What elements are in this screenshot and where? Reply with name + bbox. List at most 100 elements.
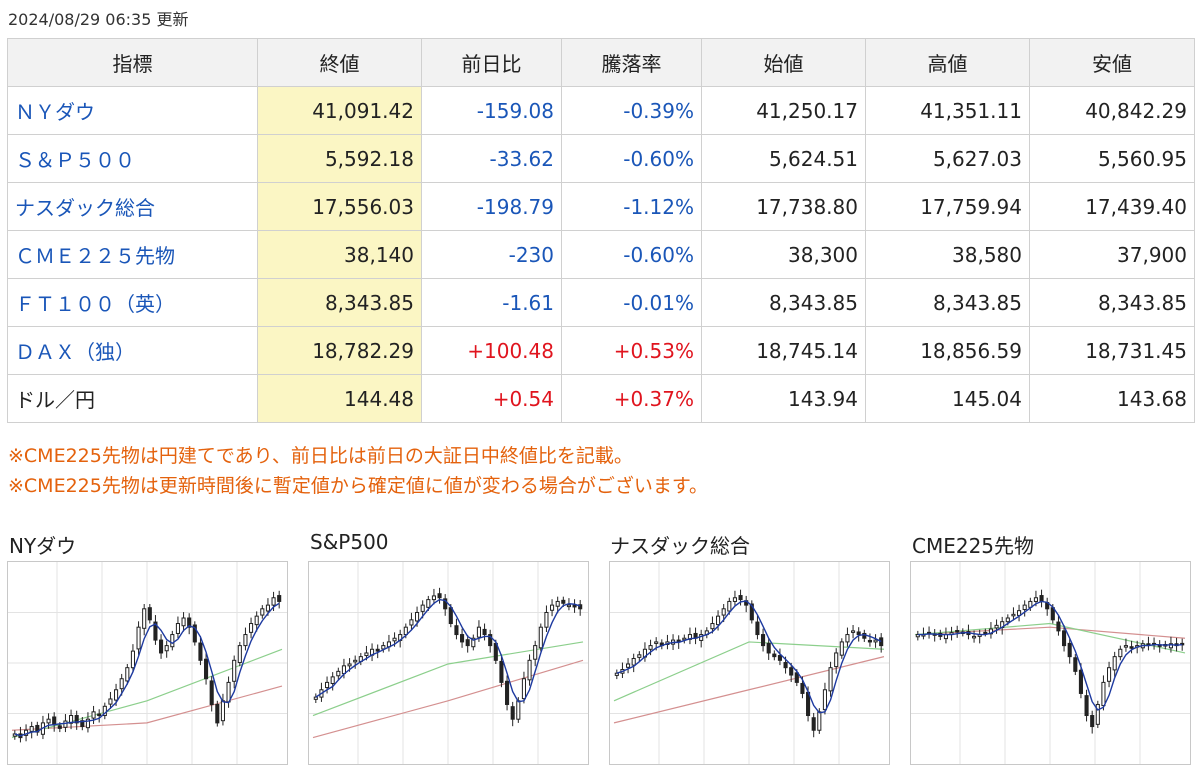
moving-average-short — [14, 602, 280, 737]
moving-average-long — [312, 659, 584, 739]
candle-body — [215, 703, 220, 724]
chart-title-sp500: S&P500 — [310, 530, 389, 554]
candle-body — [265, 604, 270, 612]
moving-average-long — [613, 656, 885, 724]
candle-body — [175, 623, 180, 634]
candle-body — [626, 663, 631, 668]
candle-body — [1005, 617, 1010, 623]
candle-body — [738, 595, 743, 601]
high-cell: 5,627.03 — [865, 134, 1030, 183]
candle-body — [482, 628, 487, 636]
candle-body — [164, 645, 169, 652]
candle-body — [254, 615, 259, 626]
chart-cme225[interactable] — [910, 561, 1191, 765]
candle-body — [721, 608, 726, 616]
candle-body — [527, 659, 532, 681]
candle-body — [353, 659, 358, 663]
candle-body — [465, 639, 470, 647]
candle-body — [1022, 604, 1027, 611]
candle-body — [192, 624, 197, 643]
moving-average-long — [11, 685, 283, 731]
candlestick-chart-nasdaq — [610, 562, 889, 764]
indicator-link[interactable]: ＤＡＸ（独） — [15, 340, 135, 364]
candle-body — [392, 637, 397, 642]
candle-body — [1112, 656, 1117, 671]
candle-body — [510, 706, 515, 720]
candle-body — [716, 615, 721, 626]
indicator-link[interactable]: ＦＴ１００（英） — [15, 292, 175, 316]
change-cell: +0.54 — [421, 374, 562, 423]
candle-body — [822, 689, 827, 711]
rate-cell: -0.01% — [561, 278, 702, 327]
low-cell: 40,842.29 — [1029, 86, 1195, 135]
header-low: 安値 — [1029, 38, 1195, 87]
high-cell: 38,580 — [865, 230, 1030, 279]
candle-body — [159, 639, 164, 654]
candle-body — [330, 676, 335, 685]
candle-body — [181, 617, 186, 627]
candle-body — [648, 645, 653, 650]
open-cell: 143.94 — [701, 374, 866, 423]
candle-body — [550, 604, 555, 611]
rate-cell: -1.12% — [561, 182, 702, 231]
candle-body — [415, 611, 420, 622]
candle-body — [198, 642, 203, 661]
candle-body — [578, 604, 583, 610]
low-cell: 143.68 — [1029, 374, 1195, 423]
chart-nasdaq[interactable] — [609, 561, 890, 765]
candlestick-chart-cme225 — [911, 562, 1190, 764]
candle-body — [1011, 613, 1016, 617]
change-cell: -198.79 — [421, 182, 562, 231]
candle-body — [1101, 681, 1106, 707]
indicator-link[interactable]: ＮＹダウ — [15, 100, 95, 124]
candle-body — [1084, 695, 1089, 717]
candle-body — [521, 678, 526, 700]
candle-body — [80, 720, 85, 728]
candle-body — [454, 625, 459, 636]
candle-body — [91, 711, 96, 719]
candle-body — [409, 619, 414, 626]
candle-body — [74, 715, 79, 724]
candle-body — [761, 634, 766, 647]
candle-body — [1056, 621, 1061, 632]
candle-body — [811, 717, 816, 731]
candle-body — [867, 639, 872, 643]
candle-body — [471, 637, 476, 648]
moving-average-mid — [312, 641, 584, 717]
candle-body — [873, 639, 878, 643]
chart-sp500[interactable] — [308, 561, 589, 765]
table-row: ＦＴ１００（英） 8,343.85 -1.61 -0.01% 8,343.85 8,343… — [7, 278, 1195, 327]
candle-body — [955, 630, 960, 633]
close-cell: 5,592.18 — [257, 134, 422, 183]
candle-body — [136, 626, 141, 650]
rate-cell: +0.53% — [561, 326, 702, 375]
low-cell: 37,900 — [1029, 230, 1195, 279]
candle-body — [1123, 645, 1128, 648]
notes: ※CME225先物は円建てであり、前日比は前日の大証日中終値比を記載。 ※CME… — [8, 441, 708, 501]
candle-body — [125, 667, 130, 682]
high-cell: 41,351.11 — [865, 86, 1030, 135]
low-cell: 5,560.95 — [1029, 134, 1195, 183]
candle-body — [437, 593, 442, 599]
candle-body — [52, 716, 57, 726]
note-cme-provisional: ※CME225先物は更新時間後に暫定値から確定値に値が変わる場合がございます。 — [8, 475, 708, 497]
chart-nydow[interactable] — [7, 561, 288, 765]
candle-body — [336, 670, 341, 677]
candle-body — [561, 599, 566, 604]
indicator-link[interactable]: ＣＭＥ２２５先物 — [15, 244, 175, 268]
change-cell: -230 — [421, 230, 562, 279]
change-cell: +100.48 — [421, 326, 562, 375]
moving-average-short — [917, 600, 1183, 711]
candle-body — [243, 634, 248, 647]
candle-body — [789, 667, 794, 676]
indicator-link[interactable]: Ｓ＆Ｐ５００ — [15, 148, 135, 172]
candlestick-chart-nydow — [8, 562, 287, 764]
indicator-link[interactable]: ナスダック総合 — [15, 196, 155, 220]
candlestick-chart-sp500 — [309, 562, 588, 764]
low-cell: 17,439.40 — [1029, 182, 1195, 231]
change-cell: -33.62 — [421, 134, 562, 183]
candle-body — [130, 650, 135, 669]
candle-body — [637, 654, 642, 658]
candle-body — [1062, 630, 1067, 647]
close-cell: 17,556.03 — [257, 182, 422, 231]
